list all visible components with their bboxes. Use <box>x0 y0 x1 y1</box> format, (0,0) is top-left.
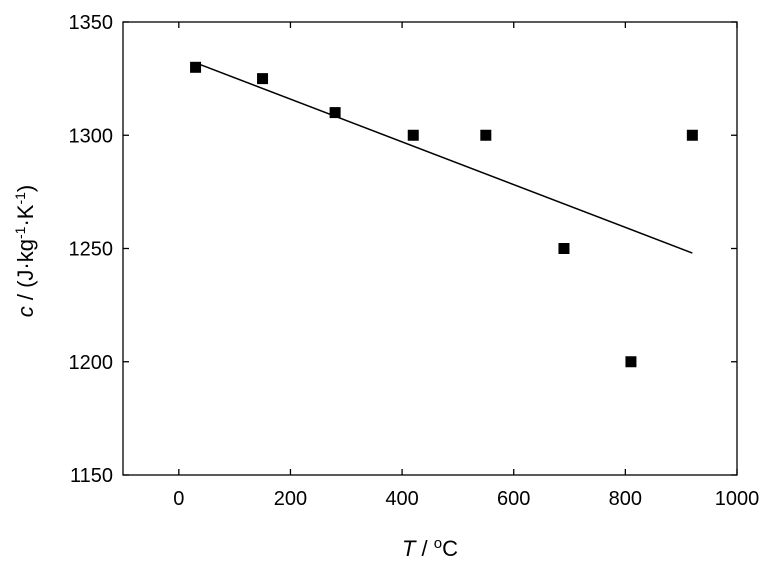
data-point <box>407 129 419 141</box>
y-axis-unit-sup1: -1 <box>12 226 28 239</box>
x-axis-symbol: T <box>402 536 417 561</box>
x-tick-label: 0 <box>173 488 184 510</box>
y-tick-label: 1250 <box>69 239 114 261</box>
data-points <box>190 61 698 368</box>
y-tick-label: 1350 <box>69 12 114 34</box>
x-axis-ticks: 0 200 400 600 800 1000 <box>173 22 759 510</box>
y-tick-label: 1200 <box>69 352 114 374</box>
x-axis-unit-prefix: / <box>415 536 433 561</box>
plot-frame <box>122 21 738 476</box>
y-axis-unit-mid: ·K <box>13 204 38 226</box>
y-axis-unit-sup2: -1 <box>12 192 28 205</box>
x-tick-label: 200 <box>274 488 307 510</box>
y-axis-unit-close: ) <box>13 185 38 192</box>
data-point <box>329 107 341 119</box>
data-point <box>625 356 637 368</box>
x-tick-label: 1000 <box>715 488 760 510</box>
data-point <box>190 61 202 73</box>
data-point <box>558 243 570 254</box>
y-tick-label: 1300 <box>69 125 114 147</box>
data-point <box>480 129 492 141</box>
fit-line-layer <box>195 62 693 254</box>
y-axis-unit-open: / (J·kg <box>13 239 38 306</box>
x-tick-label: 800 <box>609 488 642 510</box>
y-tick-label: 1150 <box>70 465 113 487</box>
data-point <box>257 73 269 85</box>
x-tick-label: 400 <box>385 488 418 510</box>
fit-line <box>195 62 693 254</box>
y-axis-ticks: 1150 1200 1250 1300 1350 <box>69 12 737 487</box>
plot-area <box>122 21 738 476</box>
x-axis-unit-sup: o <box>434 535 442 552</box>
y-axis-title: c / (J·kg-1·K-1) <box>12 185 38 317</box>
x-axis-title: T / oC <box>402 535 458 562</box>
y-axis-symbol: c <box>13 306 38 317</box>
x-tick-label: 600 <box>497 488 530 510</box>
data-point <box>686 129 698 141</box>
x-axis-unit-main: C <box>442 536 458 561</box>
